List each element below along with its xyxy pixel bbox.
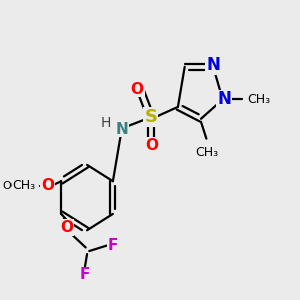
Text: S: S <box>144 108 157 126</box>
Text: F: F <box>79 267 89 282</box>
Text: CH₃: CH₃ <box>248 93 271 106</box>
Text: O: O <box>41 178 54 193</box>
Text: N: N <box>206 56 220 74</box>
Text: CH₃: CH₃ <box>195 146 218 160</box>
Text: O: O <box>131 82 144 97</box>
Text: F: F <box>108 238 118 253</box>
Text: H: H <box>101 116 111 130</box>
Text: CH₃: CH₃ <box>12 179 35 192</box>
Text: O: O <box>60 220 73 235</box>
Text: O: O <box>146 138 159 153</box>
Text: OCH₃: OCH₃ <box>2 181 32 191</box>
Text: N: N <box>217 91 231 109</box>
Text: N: N <box>116 122 129 137</box>
